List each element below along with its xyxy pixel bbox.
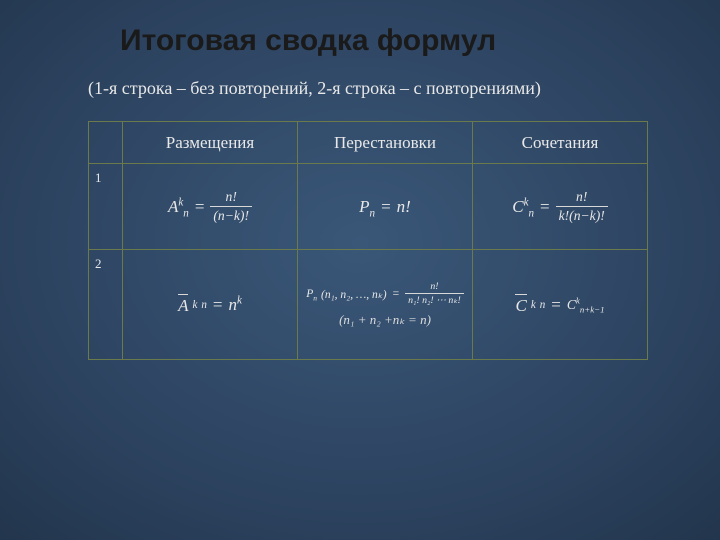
cell-Cbar-nk: Ckn = Ckn+k−1	[473, 250, 648, 360]
col-header-permutations: Перестановки	[298, 122, 473, 164]
slide: Итоговая сводка формул (1-я строка – без…	[0, 0, 720, 540]
col-header-arrangements: Размещения	[123, 122, 298, 164]
formula-table: Размещения Перестановки Сочетания 1 Akn …	[88, 121, 648, 360]
table-row: 1 Akn = n! (n−k)! Pn	[89, 164, 648, 250]
cell-Abar-nk: Akn = nk	[123, 250, 298, 360]
table-row: 2 Akn = nk Pn(n₁, n₂, …, nₖ) = n!	[89, 250, 648, 360]
subtitle: (1-я строка – без повторений, 2-я строка…	[88, 78, 672, 99]
formula-Abar-nk: Akn = nk	[178, 294, 242, 316]
cell-C-nk: Ckn = n! k!(n−k)!	[473, 164, 648, 250]
row-label-2: 2	[89, 250, 123, 360]
cell-P-n: Pn = n!	[298, 164, 473, 250]
cell-P-multi: Pn(n₁, n₂, …, nₖ) = n! n₁! n₂! ⋯ nₖ! (n₁…	[298, 250, 473, 360]
formula-Cbar-nk: Ckn = Ckn+k−1	[515, 294, 604, 316]
formula-C-nk: Ckn = n! k!(n−k)!	[512, 189, 608, 223]
formula-P-n: Pn = n!	[359, 197, 411, 217]
row-label-1: 1	[89, 164, 123, 250]
formula-A-nk: Akn = n! (n−k)!	[168, 189, 252, 223]
cell-A-nk: Akn = n! (n−k)!	[123, 164, 298, 250]
col-header-blank	[89, 122, 123, 164]
col-header-combinations: Сочетания	[473, 122, 648, 164]
formula-P-multi-constraint: (n₁ + n₂ +nₖ = n)	[304, 312, 466, 328]
formula-P-multi: Pn(n₁, n₂, …, nₖ) = n! n₁! n₂! ⋯ nₖ!	[306, 281, 464, 307]
table-header-row: Размещения Перестановки Сочетания	[89, 122, 648, 164]
page-title: Итоговая сводка формул	[120, 24, 672, 58]
